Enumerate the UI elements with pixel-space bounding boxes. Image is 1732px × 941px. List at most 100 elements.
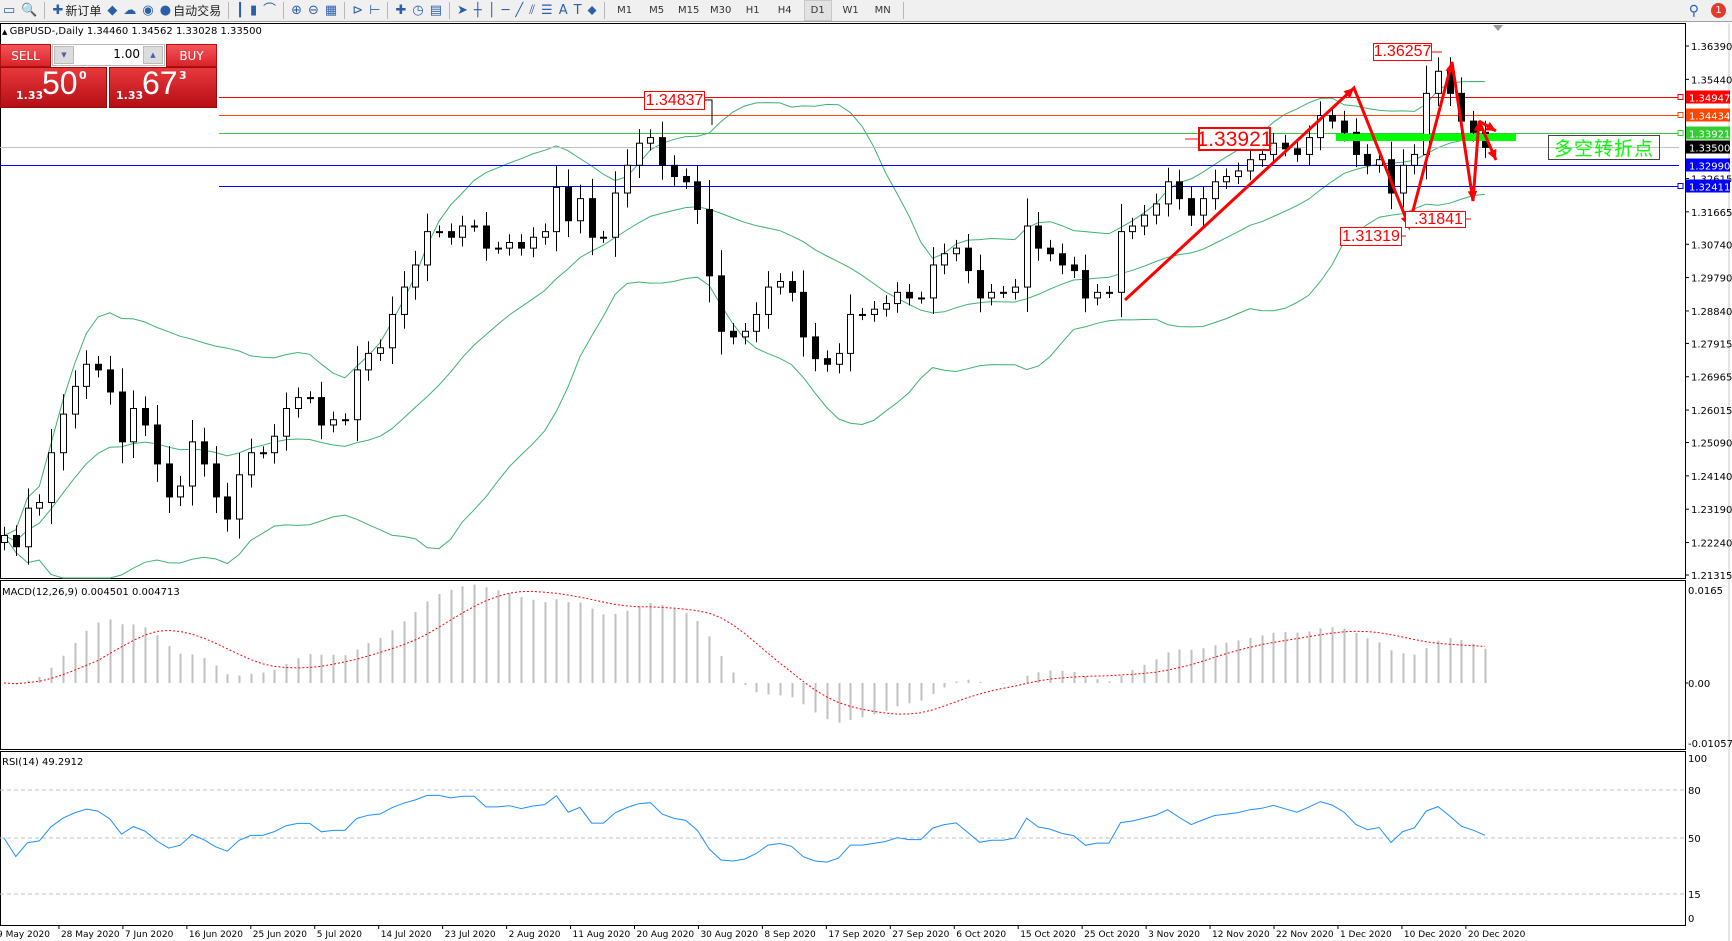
candle-bearish	[694, 181, 701, 211]
rsi-line	[3, 794, 1486, 863]
annotation-high-dec[interactable]: 1.36257	[1373, 43, 1432, 61]
candle-bearish	[318, 397, 325, 426]
candle-bullish	[918, 297, 925, 300]
macd-tick-label: 0.00	[1688, 679, 1710, 690]
candle-bullish	[1165, 181, 1172, 205]
one-click-trading-panel: SELL ▼ 1.00 ▲ BUY 1.33 50 0 1.33 67 3	[0, 44, 217, 108]
templates-button[interactable]: ▤	[430, 1, 442, 20]
level-anchor-icon[interactable]	[1677, 130, 1684, 136]
decrease-lot-button[interactable]: ▼	[54, 46, 74, 64]
periods-button[interactable]: ◷	[412, 1, 423, 20]
candle-bearish	[154, 424, 161, 465]
sell-button[interactable]: SELL	[0, 44, 51, 67]
candlestick-button[interactable]: ▮	[250, 1, 257, 20]
text-label-button[interactable]: T	[574, 1, 582, 20]
chart-shift-marker-icon[interactable]	[1493, 25, 1503, 31]
timeframe-h4[interactable]: H4	[777, 5, 792, 16]
zoom-out-button[interactable]: ⊖	[308, 1, 319, 20]
buy-price-fraction: 3	[179, 69, 187, 82]
level-anchor-icon[interactable]	[1677, 112, 1684, 118]
candle-bullish	[1259, 153, 1266, 161]
price-tag-label: 1.33500	[1689, 144, 1730, 155]
buy-button[interactable]: BUY	[166, 44, 217, 67]
candle-bullish	[1212, 181, 1219, 200]
annotation-high-aug[interactable]: 1.34837	[644, 91, 705, 110]
bollinger-lower	[3, 193, 1486, 579]
buy-price[interactable]: 1.33 67 3	[109, 65, 217, 108]
fibonacci-button[interactable]: ☰	[541, 1, 553, 20]
zoom-in-button[interactable]: ⊕	[291, 1, 302, 20]
level-anchor-icon[interactable]	[1677, 94, 1684, 100]
annotation-low-dec1[interactable]: 1.31319	[1340, 227, 1402, 246]
candle-bearish	[1059, 253, 1066, 266]
price-tag-label: 1.34947	[1689, 94, 1730, 105]
timeframe-h1[interactable]: H1	[745, 5, 760, 16]
candle-bullish	[647, 137, 654, 144]
vertical-line-button[interactable]: │	[488, 1, 496, 20]
turning-point-bar[interactable]	[1336, 134, 1516, 141]
lot-size-input[interactable]: 1.00	[113, 47, 140, 61]
candle-bullish	[307, 397, 314, 400]
timeframe-d1[interactable]: D1	[803, 0, 832, 21]
annotation-pivot[interactable]: 1.33921	[1196, 127, 1273, 151]
timeframe-mn[interactable]: MN	[874, 5, 891, 16]
trendline-button[interactable]: ╱	[515, 1, 523, 20]
lot-size-stepper[interactable]: ▼ 1.00 ▲	[52, 44, 165, 66]
turning-point-label[interactable]: 多空转折点	[1548, 135, 1660, 160]
toolbar-separator	[603, 2, 605, 19]
line-chart-button[interactable]: ⌒	[263, 1, 276, 20]
cursor-button[interactable]: ➤	[457, 1, 468, 20]
annotation-low-dec2[interactable]: .31841	[1405, 211, 1466, 228]
indicators-button[interactable]: ✚	[395, 1, 406, 20]
candle-bearish	[659, 137, 666, 166]
candle-bullish	[894, 291, 901, 305]
timeframe-m15[interactable]: M15	[677, 5, 700, 16]
signal-button[interactable]: ◉	[142, 1, 153, 20]
candle-bullish	[177, 485, 184, 498]
candle-bullish	[871, 308, 878, 315]
auto-scroll-button[interactable]: ⊢	[369, 1, 380, 20]
text-button[interactable]: A	[559, 1, 568, 20]
zoom-document-button[interactable]: 🔍	[21, 1, 37, 20]
indicators-icon: ✚	[395, 3, 407, 18]
candle-bearish	[1188, 198, 1195, 216]
candle-bullish	[883, 303, 890, 310]
candle-bullish	[988, 291, 995, 299]
price-tick-label: 1.27915	[1691, 339, 1732, 350]
toolbar-right: ⚲ 1	[1689, 0, 1726, 21]
cloud-button[interactable]: ☁	[123, 1, 136, 20]
search-icon[interactable]: ⚲	[1688, 2, 1699, 19]
window-button[interactable]: ▭	[3, 1, 15, 20]
arrows-button[interactable]: ⬥	[588, 1, 597, 20]
timeframe-w1[interactable]: W1	[842, 5, 859, 16]
tile-windows-button[interactable]: ▦	[325, 1, 337, 20]
horizontal-line-icon: ─	[501, 3, 510, 18]
date-label: 10 Dec 2020	[1404, 930, 1462, 940]
level-anchor-icon[interactable]	[1677, 183, 1684, 189]
date-label: 17 Sep 2020	[828, 930, 885, 940]
timeframe-m30[interactable]: M30	[709, 5, 732, 16]
collapse-triangle-icon[interactable]: ▲	[2, 28, 10, 36]
date-label: 7 Jun 2020	[125, 930, 174, 940]
increase-lot-button[interactable]: ▲	[143, 46, 163, 64]
arrowhead-icon	[1467, 190, 1478, 201]
equidistant-channel-button[interactable]: ⫽	[529, 1, 535, 20]
horizontal-line-button[interactable]: ─	[502, 1, 510, 20]
candle-bullish	[624, 164, 631, 194]
rsi-label: RSI(14) 49.2912	[2, 757, 83, 768]
new-order-button[interactable]: ✚ 新订单	[52, 1, 101, 20]
timeframe-m1[interactable]: M1	[617, 5, 633, 16]
journal-button[interactable]: ◆	[107, 1, 117, 20]
candle-bullish	[612, 192, 619, 238]
sell-price[interactable]: 1.33 50 0	[0, 65, 107, 108]
date-label: 20 Dec 2020	[1468, 930, 1526, 940]
candle-bullish	[1306, 137, 1313, 155]
chart-shift-button[interactable]: ⊳	[352, 1, 363, 20]
crosshair-button[interactable]: ┼	[474, 1, 482, 20]
candle-bullish	[1094, 291, 1101, 299]
bar-chart-button[interactable]: ┃	[236, 1, 244, 20]
timeframe-m5[interactable]: M5	[649, 5, 665, 16]
notification-icon[interactable]: 1	[1711, 3, 1726, 18]
auto-trading-button[interactable]: ● 自动交易	[160, 1, 221, 20]
